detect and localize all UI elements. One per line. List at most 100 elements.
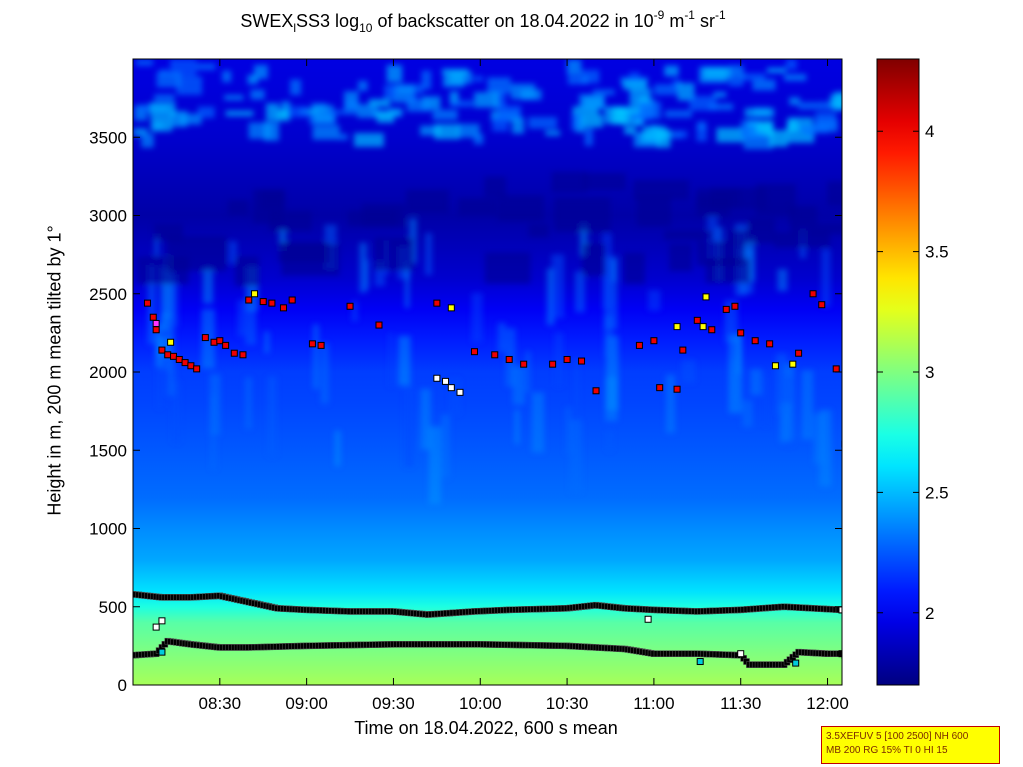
x-tick-label: 11:30 <box>720 694 761 713</box>
x-tick-label: 08:30 <box>199 694 242 713</box>
detected-layers <box>133 290 842 668</box>
layer-marker <box>699 323 707 331</box>
layer-marker <box>143 299 151 307</box>
layer-marker <box>832 365 840 373</box>
layer-marker <box>838 650 842 658</box>
layer-marker <box>766 340 774 348</box>
layer-marker <box>491 351 499 359</box>
layer-marker <box>673 385 681 393</box>
colorbar-tick-label: 3 <box>925 363 934 382</box>
y-tick-label: 3500 <box>89 128 127 147</box>
layer-marker <box>308 340 316 348</box>
layer-marker <box>592 387 600 395</box>
layer-marker <box>346 302 354 310</box>
y-tick-label: 500 <box>99 598 127 617</box>
layer-marker <box>673 323 681 331</box>
layer-marker <box>433 299 441 307</box>
chart-title: SWEXlSS3 log10 of backscatter on 18.04.2… <box>240 8 726 35</box>
layer-marker <box>239 351 247 359</box>
layer-marker <box>152 326 160 334</box>
layer-marker <box>158 648 166 656</box>
layer-marker <box>563 355 571 363</box>
layer-marker <box>795 349 803 357</box>
y-axis-label: Height in m, 200 m mean tilted by 1° <box>44 225 65 516</box>
layer-marker <box>201 334 209 342</box>
layer-marker <box>375 321 383 329</box>
colorbar <box>876 58 920 686</box>
layer-marker <box>456 388 464 396</box>
colorbar-tick-label: 2 <box>925 604 934 623</box>
layer-marker <box>789 360 797 368</box>
layer-marker <box>693 316 701 324</box>
layer-marker <box>549 360 557 368</box>
x-axis-label: Time on 18.04.2022, 600 s mean <box>354 718 618 738</box>
layer-marker <box>578 357 586 365</box>
layer-marker <box>317 341 325 349</box>
backscatter-field <box>133 59 842 685</box>
colorbar-tick-label: 3.5 <box>925 243 949 262</box>
layer-marker <box>216 337 224 345</box>
y-tick-label: 0 <box>118 676 127 695</box>
layer-marker <box>702 293 710 301</box>
x-axis: 08:30 09:00 09:30 10:00 10:30 11:00 11:30 12:00 <box>199 59 849 713</box>
layer-marker <box>708 326 716 334</box>
layer-marker <box>737 329 745 337</box>
layer-marker <box>259 298 267 306</box>
x-tick-label: 11:00 <box>633 694 674 713</box>
layer-marker <box>433 374 441 382</box>
layer-marker <box>193 365 201 373</box>
layer-marker <box>288 296 296 304</box>
settings-info-box: 3.5XEFUV 5 [100 2500] NH 600 MB 200 RG 1… <box>821 726 1000 764</box>
layer-mixing-layer-upper <box>133 590 842 618</box>
y-tick-label: 1500 <box>89 441 127 460</box>
layer-cloud-base-magenta <box>152 319 160 327</box>
layer-marker <box>230 349 238 357</box>
settings-line-1: 3.5XEFUV 5 [100 2500] NH 600 <box>826 731 969 742</box>
colorbar-axis: 2 2.5 3 3.5 4 <box>877 122 949 623</box>
layer-marker <box>520 360 528 368</box>
y-tick-label: 2500 <box>89 285 127 304</box>
layer-marker <box>809 290 817 298</box>
backscatter-texture <box>133 59 842 505</box>
layer-marker <box>222 341 230 349</box>
layer-marker <box>442 377 450 385</box>
layer-marker <box>635 341 643 349</box>
y-axis: 0 500 1000 1500 2000 2500 3000 3500 <box>89 128 842 695</box>
plot-area <box>133 59 842 685</box>
y-tick-label: 2000 <box>89 363 127 382</box>
layer-marker <box>771 362 779 370</box>
layer-marker <box>505 355 513 363</box>
layer-marker <box>838 606 842 614</box>
layer-marker <box>187 362 195 370</box>
layer-marker <box>149 313 157 321</box>
layer-marker <box>181 359 189 367</box>
layer-marker <box>158 617 166 625</box>
layer-marker <box>210 338 218 346</box>
layer-marker <box>656 384 664 392</box>
layer-marker <box>164 351 172 359</box>
layer-marker <box>447 304 455 312</box>
layer-marker <box>170 352 178 360</box>
x-tick-label: 09:30 <box>372 694 415 713</box>
layer-cloud-base-low-confidence <box>167 290 797 370</box>
y-tick-label: 3000 <box>89 207 127 226</box>
layer-marker <box>841 651 842 659</box>
layer-marker <box>679 346 687 354</box>
x-tick-label: 12:00 <box>806 694 849 713</box>
colorbar-tick-label: 4 <box>925 122 934 141</box>
layer-marker <box>737 650 745 658</box>
layer-marker <box>792 659 800 667</box>
layer-marker <box>818 301 826 309</box>
colorbar-tick-label: 2.5 <box>925 483 949 502</box>
layer-marker <box>152 623 160 631</box>
layer-marker <box>279 304 287 312</box>
layer-marker <box>175 355 183 363</box>
x-tick-label: 10:30 <box>546 694 589 713</box>
layer-marker <box>470 348 478 356</box>
layer-marker <box>696 658 704 666</box>
layer-cloud-base <box>143 290 842 448</box>
x-tick-label: 10:00 <box>459 694 502 713</box>
y-tick-label: 1000 <box>89 520 127 539</box>
layer-marker <box>167 338 175 346</box>
